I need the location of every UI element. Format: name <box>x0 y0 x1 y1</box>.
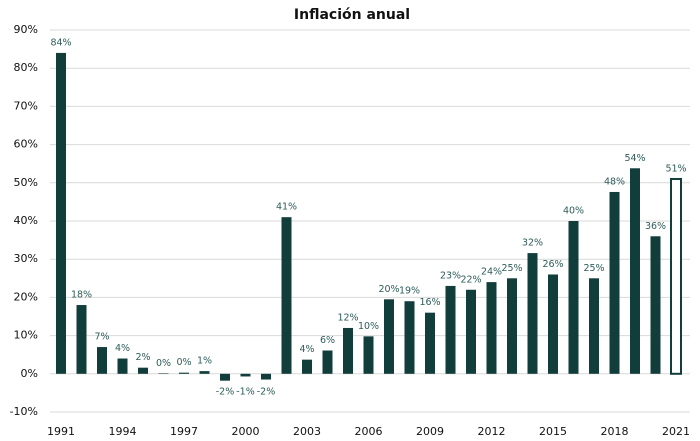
bar <box>425 312 435 374</box>
value-label: -2% <box>216 386 235 397</box>
y-tick-label: 10% <box>14 329 38 342</box>
bar <box>281 217 292 374</box>
x-tick-label: 2021 <box>662 425 690 438</box>
x-tick-label: 2018 <box>601 425 629 438</box>
value-label: 36% <box>645 221 666 232</box>
bar <box>589 278 599 374</box>
value-label: 48% <box>604 176 625 187</box>
y-tick-label: 30% <box>14 252 38 265</box>
x-tick-label: 2009 <box>416 425 444 438</box>
y-tick-label: 20% <box>14 290 38 303</box>
value-label: 4% <box>299 344 314 355</box>
bar <box>486 282 497 374</box>
bar <box>404 301 415 374</box>
value-label: 0% <box>156 358 171 369</box>
value-label: 6% <box>320 335 335 346</box>
value-label: 25% <box>501 263 522 274</box>
bar <box>302 359 312 374</box>
value-label: 10% <box>358 321 379 332</box>
value-label: 26% <box>542 259 563 270</box>
x-tick-label: 2015 <box>539 425 567 438</box>
value-label: 40% <box>563 206 584 217</box>
y-tick-label: 80% <box>14 61 38 74</box>
bar <box>56 52 66 374</box>
y-tick-label: -10% <box>10 405 38 418</box>
bar <box>527 253 538 374</box>
bar <box>343 327 353 374</box>
bar <box>240 373 251 377</box>
value-label: 32% <box>522 238 543 249</box>
bar <box>158 373 169 374</box>
bar <box>630 168 640 374</box>
value-label: 25% <box>583 263 604 274</box>
bar <box>117 358 128 374</box>
x-tick-label: 2006 <box>355 425 383 438</box>
value-label: -1% <box>236 386 255 397</box>
value-label: -2% <box>257 386 276 397</box>
bar <box>220 373 230 381</box>
value-label: 41% <box>276 202 297 213</box>
y-tick-label: 0% <box>21 367 38 380</box>
bar <box>650 236 661 374</box>
value-label: 23% <box>440 270 461 281</box>
x-tick-label: 1991 <box>47 425 75 438</box>
bar <box>384 299 394 374</box>
value-label: 12% <box>337 312 358 323</box>
value-label: 84% <box>50 37 71 48</box>
bar <box>670 177 682 375</box>
bar <box>138 367 148 374</box>
value-label: 20% <box>378 284 399 295</box>
bar <box>179 372 189 374</box>
x-tick-label: 2012 <box>478 425 506 438</box>
value-label: 2% <box>135 352 150 363</box>
value-label: 54% <box>624 153 645 164</box>
value-label: 16% <box>419 297 440 308</box>
bar <box>363 336 374 374</box>
value-label: 7% <box>94 332 109 343</box>
bar <box>445 285 456 374</box>
value-label: 24% <box>481 267 502 278</box>
y-tick-label: 50% <box>14 176 38 189</box>
bar <box>97 347 107 374</box>
value-label: 51% <box>665 163 686 174</box>
x-tick-label: 2003 <box>293 425 321 438</box>
bar <box>548 274 558 374</box>
bar <box>609 191 620 374</box>
x-tick-label: 2000 <box>232 425 260 438</box>
value-label: 1% <box>197 356 212 367</box>
chart-title: Inflación anual <box>294 7 410 23</box>
bar <box>466 289 476 374</box>
value-label: 4% <box>115 343 130 354</box>
value-label: 22% <box>460 274 481 285</box>
value-label: 18% <box>71 290 92 301</box>
y-tick-label: 60% <box>14 138 38 151</box>
y-tick-label: 70% <box>14 99 38 112</box>
bar <box>568 221 579 374</box>
value-label: 19% <box>399 286 420 297</box>
y-tick-label: 90% <box>14 23 38 36</box>
bar <box>322 350 333 374</box>
bar <box>261 373 271 380</box>
bar <box>76 305 87 374</box>
value-label: 0% <box>176 357 191 368</box>
x-tick-label: 1994 <box>109 425 137 438</box>
bar <box>507 278 517 374</box>
y-tick-label: 40% <box>14 214 38 227</box>
bar <box>199 371 210 374</box>
x-tick-label: 1997 <box>170 425 198 438</box>
